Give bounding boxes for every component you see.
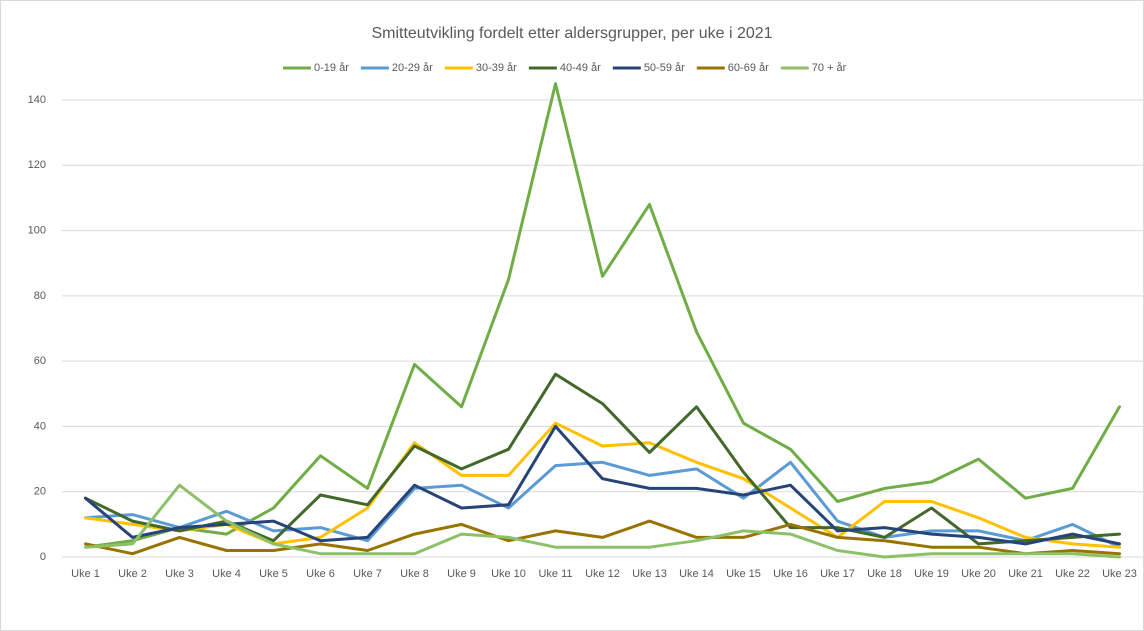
- legend-label: 50-59 år: [644, 62, 685, 74]
- legend-label: 0-19 år: [314, 62, 349, 74]
- legend-label: 40-49 år: [560, 62, 601, 74]
- x-tick-label: Uke 4: [212, 568, 241, 580]
- series-line: [84, 483, 1121, 559]
- x-tick-label: Uke 13: [632, 568, 667, 580]
- x-tick-label: Uke 16: [773, 568, 808, 580]
- legend-label: 60-69 år: [728, 62, 769, 74]
- x-tick-label: Uke 22: [1055, 568, 1090, 580]
- y-tick-label: 80: [34, 290, 46, 302]
- x-tick-label: Uke 14: [679, 568, 714, 580]
- x-tick-label: Uke 11: [538, 568, 572, 580]
- y-tick-label: 60: [34, 355, 46, 367]
- series-line: [84, 424, 1121, 546]
- x-tick-label: Uke 8: [400, 568, 429, 580]
- x-tick-label: Uke 18: [867, 568, 902, 580]
- x-tick-label: Uke 6: [306, 568, 335, 580]
- x-tick-label: Uke 12: [585, 568, 620, 580]
- y-tick-label: 140: [28, 94, 46, 106]
- y-tick-label: 100: [28, 224, 46, 236]
- x-tick-label: Uke 7: [353, 568, 382, 580]
- series-line: [84, 372, 1121, 546]
- y-tick-label: 40: [34, 420, 46, 432]
- x-tick-label: Uke 9: [447, 568, 476, 580]
- series-line: [84, 519, 1121, 556]
- legend-label: 20-29 år: [392, 62, 433, 74]
- legend-label: 30-39 år: [476, 62, 517, 74]
- x-tick-label: Uke 1: [71, 568, 100, 580]
- x-tick-label: Uke 15: [726, 568, 761, 580]
- x-tick-label: Uke 10: [491, 568, 526, 580]
- x-tick-label: Uke 2: [118, 568, 147, 580]
- series-line: [84, 460, 1121, 549]
- series-line: [84, 82, 1121, 549]
- x-tick-label: Uke 19: [914, 568, 949, 580]
- y-tick-label: 0: [40, 551, 46, 563]
- y-tick-label: 120: [28, 159, 46, 171]
- x-tick-label: Uke 17: [820, 568, 855, 580]
- x-tick-label: Uke 23: [1102, 568, 1137, 580]
- x-tick-label: Uke 21: [1008, 568, 1043, 580]
- chart-title: Smitteutvikling fordelt etter aldersgrup…: [371, 25, 772, 42]
- legend-label: 70 + år: [812, 62, 847, 74]
- x-tick-label: Uke 5: [259, 568, 288, 580]
- x-tick-label: Uke 3: [165, 568, 194, 580]
- y-tick-label: 20: [34, 486, 46, 498]
- x-tick-label: Uke 20: [961, 568, 996, 580]
